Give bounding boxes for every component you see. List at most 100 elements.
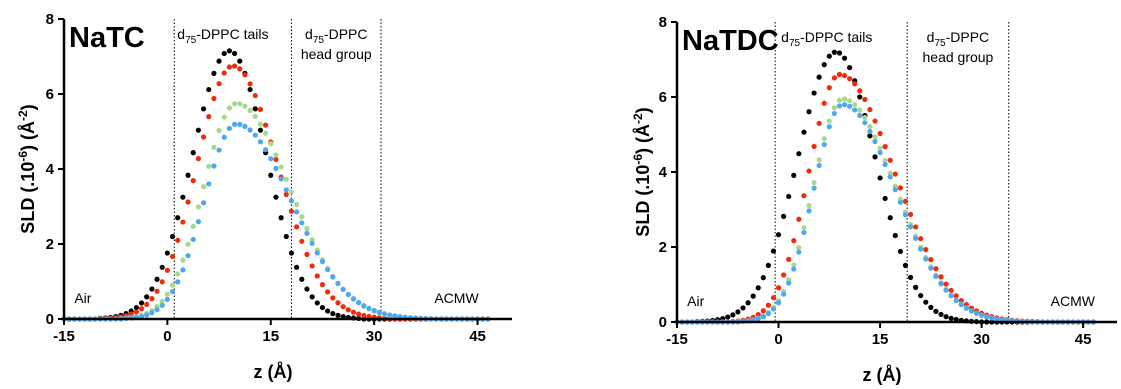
y-tick-label: 6 xyxy=(659,89,667,106)
data-point xyxy=(283,176,289,182)
data-point xyxy=(190,178,196,184)
data-point xyxy=(175,271,181,277)
region-label-acmw: ACMW xyxy=(1051,293,1096,309)
data-point xyxy=(190,150,196,156)
data-point xyxy=(216,147,222,153)
data-point xyxy=(938,274,944,280)
chart-title: NaTDC xyxy=(682,25,779,57)
y-axis-label-superscript: -6 xyxy=(16,151,30,162)
data-point xyxy=(314,273,320,279)
data-point xyxy=(775,300,782,306)
data-point xyxy=(206,181,212,187)
data-point xyxy=(765,262,771,268)
data-point xyxy=(180,257,186,263)
data-point xyxy=(237,121,243,127)
data-point xyxy=(801,193,807,199)
data-point xyxy=(907,274,914,280)
data-point xyxy=(973,310,980,316)
y-tick-label: 4 xyxy=(659,164,668,181)
data-point xyxy=(247,127,253,133)
data-point xyxy=(770,306,777,312)
data-point xyxy=(144,294,150,300)
data-point xyxy=(350,309,357,315)
data-point xyxy=(857,112,863,119)
data-point xyxy=(907,224,914,230)
data-series xyxy=(674,96,1096,325)
data-point xyxy=(811,185,817,191)
data-point xyxy=(770,248,777,254)
data-point xyxy=(953,293,959,299)
data-point xyxy=(257,121,264,127)
data-point xyxy=(857,94,863,100)
data-point xyxy=(735,309,741,315)
region-label-text: -DPPC xyxy=(946,29,990,45)
data-point xyxy=(847,76,853,82)
data-point xyxy=(283,187,289,193)
data-point xyxy=(226,105,233,111)
data-point xyxy=(200,184,207,190)
region-label-head: d75-DPPC xyxy=(927,29,989,49)
data-point xyxy=(299,238,305,244)
data-series xyxy=(61,48,491,322)
y-axis-label-part: SLD (.10 xyxy=(633,165,653,237)
data-point xyxy=(796,245,802,251)
data-point xyxy=(872,134,878,140)
data-point xyxy=(392,313,398,319)
data-point xyxy=(231,121,238,127)
data-series xyxy=(674,102,1096,325)
data-point xyxy=(195,127,201,133)
data-point xyxy=(325,308,331,314)
data-point xyxy=(278,164,284,170)
data-point xyxy=(948,315,954,321)
data-point xyxy=(816,120,822,126)
data-point xyxy=(811,143,817,150)
data-point xyxy=(226,48,233,54)
data-point xyxy=(221,50,227,57)
data-point xyxy=(325,267,331,273)
data-point xyxy=(730,312,736,318)
data-point xyxy=(867,123,873,130)
y-tick-label: 6 xyxy=(46,86,54,103)
data-point xyxy=(867,133,873,139)
data-point xyxy=(350,296,357,302)
data-point xyxy=(755,316,761,322)
y-axis-label-part: ) xyxy=(633,107,653,113)
data-point xyxy=(159,264,165,270)
region-label-text: d xyxy=(927,29,935,45)
region-label-head: d75-DPPC xyxy=(305,26,367,46)
data-point xyxy=(381,311,388,317)
data-point xyxy=(299,214,305,220)
data-point xyxy=(958,298,964,304)
data-point xyxy=(133,309,139,315)
data-point xyxy=(760,314,766,320)
data-point xyxy=(847,64,853,71)
x-tick-label: 45 xyxy=(469,328,486,345)
data-point xyxy=(273,194,279,200)
data-point xyxy=(257,139,264,145)
data-point xyxy=(847,103,853,109)
data-point xyxy=(242,123,248,129)
x-tick-label: 15 xyxy=(872,331,889,348)
data-point xyxy=(185,253,191,259)
data-point xyxy=(154,307,160,313)
data-point xyxy=(796,249,802,255)
data-point xyxy=(882,161,888,168)
data-point xyxy=(237,66,243,72)
data-point xyxy=(169,282,176,288)
x-tick-label: 45 xyxy=(1075,331,1092,348)
data-point xyxy=(175,237,181,243)
y-axis-label: SLD (.10-6) (Å-2) xyxy=(631,107,653,236)
data-point xyxy=(877,175,883,181)
data-point xyxy=(781,213,787,219)
data-point xyxy=(356,299,362,306)
x-tick-label: 0 xyxy=(774,331,782,348)
data-point xyxy=(775,232,782,238)
y-axis-label: SLD (.10-6) (Å-2) xyxy=(16,104,38,233)
data-point xyxy=(765,302,771,308)
data-point xyxy=(892,187,898,193)
data-point xyxy=(309,237,315,243)
data-point xyxy=(164,267,170,273)
